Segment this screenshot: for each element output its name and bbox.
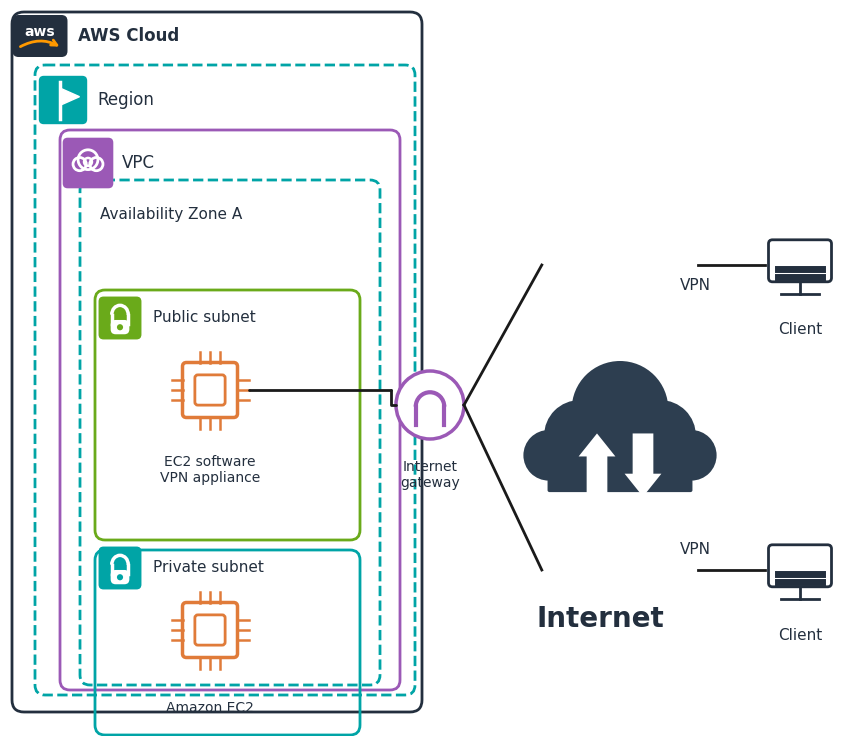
Text: VPN: VPN	[680, 542, 711, 557]
Text: aws: aws	[24, 25, 56, 39]
Circle shape	[117, 324, 123, 330]
FancyBboxPatch shape	[12, 15, 68, 57]
Text: Public subnet: Public subnet	[153, 311, 256, 325]
FancyArrow shape	[625, 434, 661, 497]
Text: Internet: Internet	[536, 605, 664, 633]
Text: Private subnet: Private subnet	[153, 561, 264, 576]
FancyBboxPatch shape	[110, 570, 129, 584]
FancyBboxPatch shape	[62, 138, 114, 188]
Text: Availability Zone A: Availability Zone A	[100, 208, 242, 222]
Circle shape	[396, 371, 464, 439]
Text: EC2 software
VPN appliance: EC2 software VPN appliance	[160, 455, 260, 485]
Polygon shape	[60, 88, 80, 105]
Text: Client: Client	[778, 322, 822, 338]
Text: Amazon EC2: Amazon EC2	[166, 701, 254, 715]
Text: AWS Cloud: AWS Cloud	[78, 27, 180, 45]
Text: Region: Region	[97, 91, 154, 109]
FancyBboxPatch shape	[110, 320, 129, 334]
Text: VPN: VPN	[680, 277, 711, 292]
FancyBboxPatch shape	[99, 297, 141, 339]
FancyArrow shape	[579, 434, 615, 497]
Text: VPC: VPC	[122, 154, 155, 172]
Circle shape	[572, 361, 668, 458]
Circle shape	[523, 430, 574, 481]
Circle shape	[117, 574, 123, 580]
Circle shape	[666, 430, 717, 481]
Circle shape	[544, 400, 615, 471]
Text: Internet
gateway: Internet gateway	[400, 460, 460, 490]
FancyBboxPatch shape	[39, 76, 87, 124]
FancyBboxPatch shape	[548, 456, 693, 492]
Text: Client: Client	[778, 628, 822, 643]
FancyBboxPatch shape	[99, 547, 141, 590]
Circle shape	[625, 400, 696, 471]
